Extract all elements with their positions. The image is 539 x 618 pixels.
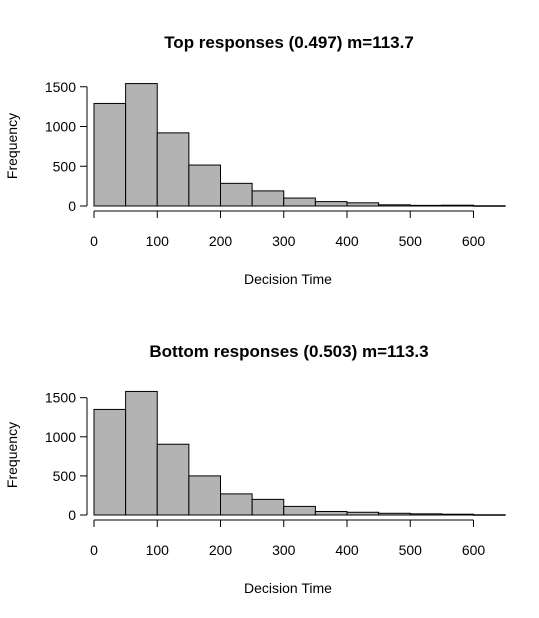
y-tick-label: 1000: [45, 119, 76, 135]
x-tick-label: 0: [90, 233, 98, 249]
bars-group: [93, 83, 506, 207]
histogram-bar: [251, 498, 285, 516]
histogram-bar: [314, 201, 348, 207]
y-tick-label: 0: [68, 507, 76, 523]
x-tick-label: 400: [335, 542, 359, 558]
histogram-bar: [93, 102, 127, 207]
histogram-bar: [441, 204, 474, 207]
x-tick-label: 100: [146, 233, 170, 249]
histogram-bar: [409, 204, 443, 207]
y-tick-label: 500: [53, 158, 77, 174]
histogram-bar: [188, 475, 221, 516]
y-axis-label: Frequency: [4, 113, 20, 179]
x-tick-label: 200: [209, 542, 233, 558]
chart-title: Top responses (0.497) m=113.7: [164, 33, 414, 52]
histogram-bar: [346, 202, 380, 207]
x-axis-label: Decision Time: [244, 580, 332, 596]
x-tick-label: 400: [335, 233, 359, 249]
histogram-bar: [409, 513, 443, 516]
y-axis: 0 500 1000 1500: [45, 390, 88, 523]
histogram-bar: [314, 510, 348, 516]
y-tick-label: 1500: [45, 390, 76, 406]
y-axis-label: Frequency: [4, 422, 20, 488]
x-tick-label: 0: [90, 542, 98, 558]
histogram-bar: [125, 390, 158, 516]
x-tick-label: 500: [399, 233, 423, 249]
x-tick-label: 500: [399, 542, 423, 558]
histogram-bar: [473, 514, 506, 516]
y-axis: 0 500 1000 1500: [45, 79, 88, 214]
y-tick-label: 500: [53, 468, 77, 484]
bottom-responses-histogram: Bottom responses (0.503) m=113.3 0 100 200…: [4, 342, 506, 596]
x-tick-label: 300: [272, 542, 296, 558]
histogram-bar: [220, 493, 253, 516]
y-tick-label: 1000: [45, 429, 76, 445]
x-tick-label: 100: [146, 542, 170, 558]
histogram-bar: [220, 182, 253, 207]
y-tick-label: 0: [68, 198, 76, 214]
histogram-bar: [251, 190, 285, 207]
top-responses-histogram: Top responses (0.497) m=113.7 0 100 200 300…: [4, 33, 506, 287]
x-axis: 0 100 200 300 400 500 600: [90, 519, 486, 558]
histogram-bar: [441, 513, 474, 516]
bars-group: [93, 390, 506, 516]
x-axis-label: Decision Time: [244, 271, 332, 287]
histogram-bar: [283, 505, 316, 516]
x-tick-label: 600: [462, 542, 486, 558]
histogram-bar: [283, 197, 316, 207]
x-axis: 0 100 200 300 400 500 600: [90, 210, 486, 249]
histogram-bar: [125, 83, 158, 207]
chart-title: Bottom responses (0.503) m=113.3: [149, 342, 428, 361]
x-tick-label: 600: [462, 233, 486, 249]
histogram-bar: [346, 511, 380, 516]
x-tick-label: 200: [209, 233, 233, 249]
histogram-bar: [93, 408, 127, 516]
histogram-bar: [378, 204, 411, 207]
x-tick-label: 300: [272, 233, 296, 249]
y-tick-label: 1500: [45, 79, 76, 95]
histogram-bar: [156, 443, 190, 516]
histogram-bar: [156, 132, 190, 207]
histogram-bar: [378, 512, 411, 516]
histogram-bar: [473, 205, 506, 207]
histogram-bar: [188, 164, 221, 207]
